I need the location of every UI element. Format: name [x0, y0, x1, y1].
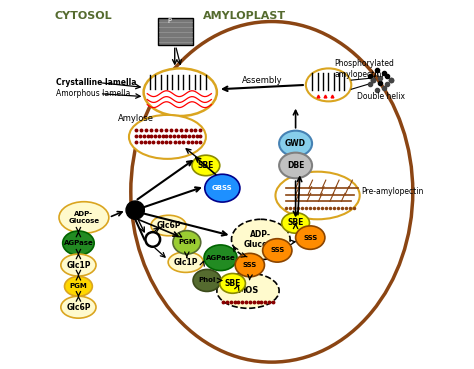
Text: Crystalline lamella: Crystalline lamella — [56, 78, 136, 87]
Text: CYTOSOL: CYTOSOL — [55, 11, 112, 21]
Ellipse shape — [306, 68, 351, 101]
Ellipse shape — [217, 273, 279, 308]
Ellipse shape — [231, 219, 290, 259]
Text: SBE: SBE — [224, 279, 241, 288]
Text: Amylose: Amylose — [118, 114, 154, 123]
Text: Glc6P: Glc6P — [66, 303, 91, 312]
Text: MOS: MOS — [237, 286, 259, 295]
Text: Amorphous lamella: Amorphous lamella — [56, 89, 130, 98]
Circle shape — [126, 201, 145, 219]
Circle shape — [146, 232, 160, 247]
Ellipse shape — [235, 254, 264, 277]
Text: SSS: SSS — [303, 235, 318, 241]
Text: Glc1P: Glc1P — [173, 258, 198, 267]
Ellipse shape — [61, 296, 96, 318]
FancyBboxPatch shape — [158, 18, 193, 45]
Ellipse shape — [129, 115, 206, 159]
Text: Phol: Phol — [198, 277, 216, 283]
Ellipse shape — [131, 21, 413, 362]
Text: Pre-amylopectin: Pre-amylopectin — [362, 187, 424, 196]
Ellipse shape — [151, 215, 186, 236]
Ellipse shape — [63, 231, 94, 255]
Text: ADP-
Glucose: ADP- Glucose — [68, 211, 100, 224]
Text: GBSS: GBSS — [212, 185, 233, 191]
Text: SBE: SBE — [287, 218, 304, 227]
Ellipse shape — [59, 202, 109, 233]
Text: AGPase: AGPase — [64, 240, 93, 246]
Ellipse shape — [279, 153, 312, 178]
Ellipse shape — [61, 254, 96, 276]
Text: Glc1P: Glc1P — [66, 261, 91, 270]
Text: SBE: SBE — [198, 161, 214, 170]
Text: GWD: GWD — [285, 139, 306, 148]
Text: SSS: SSS — [270, 248, 284, 254]
Ellipse shape — [205, 174, 240, 202]
Ellipse shape — [296, 226, 325, 249]
Text: AGPase: AGPase — [206, 255, 236, 261]
Text: Assembly: Assembly — [242, 76, 282, 85]
Ellipse shape — [192, 155, 220, 176]
Text: AMYLOPLAST: AMYLOPLAST — [203, 11, 286, 21]
Text: PGM: PGM — [70, 283, 87, 289]
Text: Double helix: Double helix — [357, 92, 405, 101]
Ellipse shape — [263, 239, 292, 262]
Text: SSS: SSS — [243, 262, 257, 268]
Ellipse shape — [275, 172, 360, 219]
Ellipse shape — [204, 245, 237, 270]
Text: P: P — [167, 18, 172, 24]
Ellipse shape — [279, 131, 312, 156]
Text: Phosphorylated
amylopectin: Phosphorylated amylopectin — [334, 59, 394, 79]
Text: PGM: PGM — [178, 239, 196, 245]
Text: ADP-
Glucose: ADP- Glucose — [244, 230, 278, 249]
Text: Glc6P: Glc6P — [156, 221, 181, 230]
Ellipse shape — [144, 68, 217, 116]
Ellipse shape — [168, 252, 203, 272]
Ellipse shape — [282, 213, 310, 233]
Ellipse shape — [193, 269, 221, 292]
Ellipse shape — [64, 276, 92, 296]
Ellipse shape — [173, 231, 201, 254]
Ellipse shape — [220, 273, 246, 293]
Text: DBE: DBE — [287, 161, 304, 170]
